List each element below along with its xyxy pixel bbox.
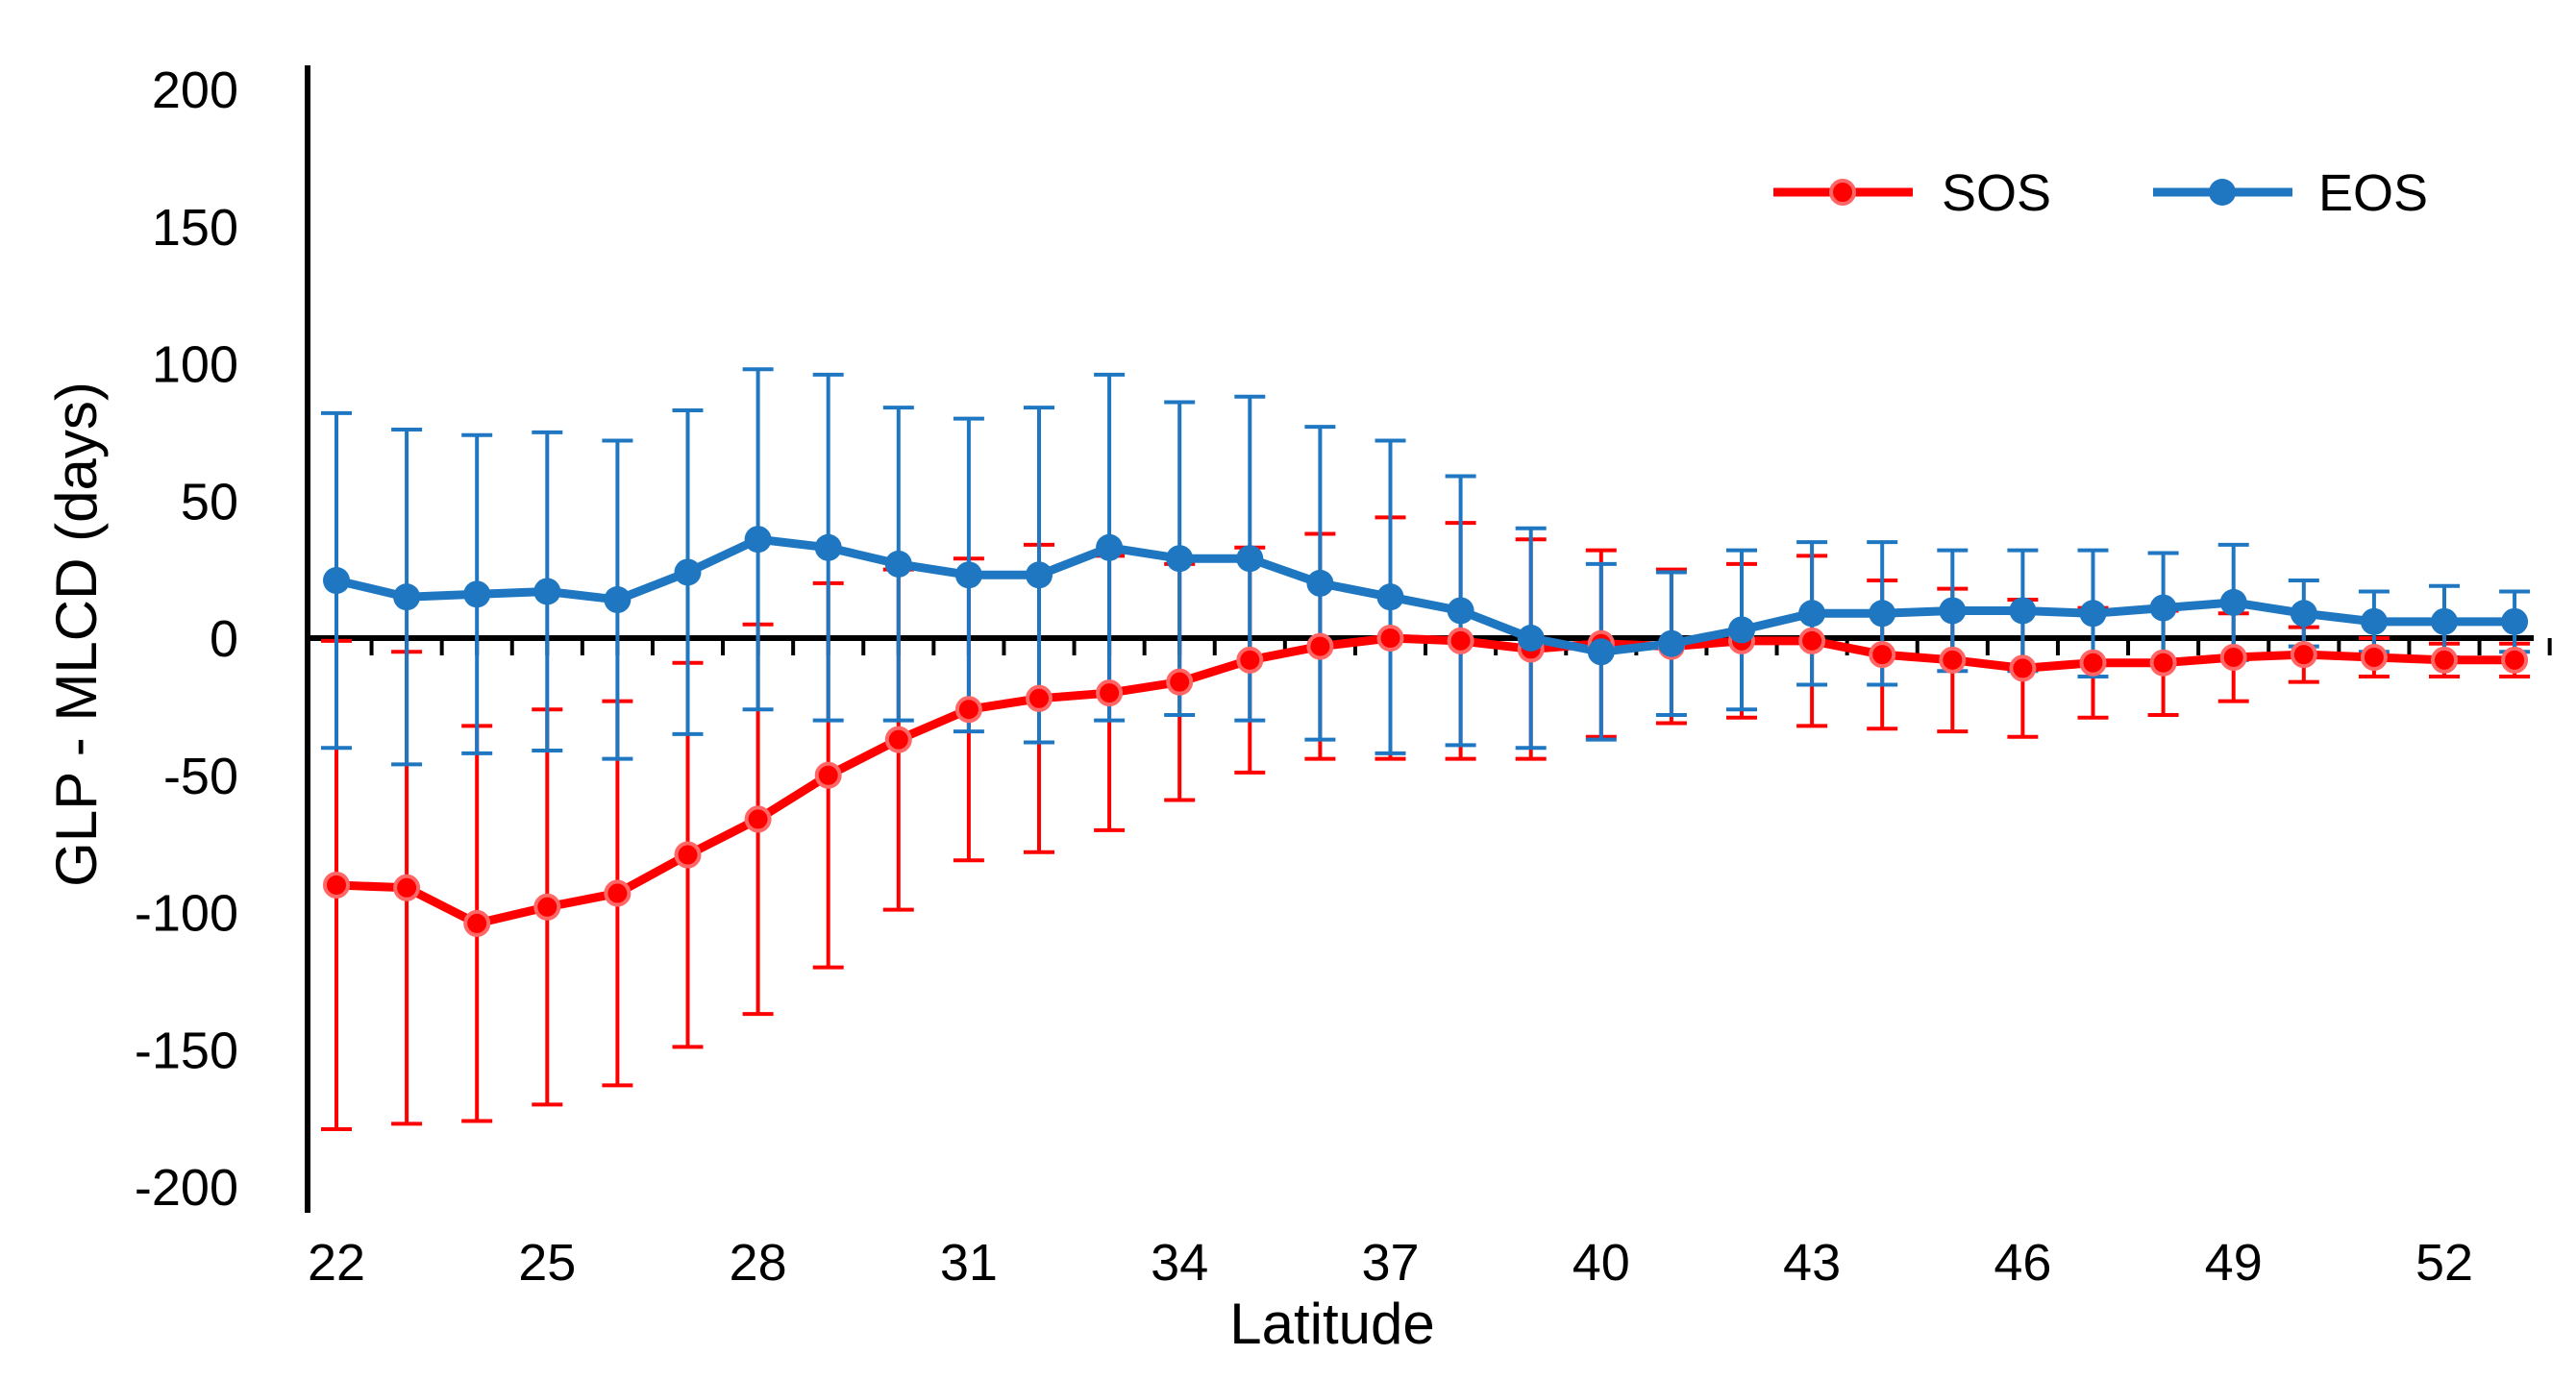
sos-point [1376,625,1404,652]
sos-point [1236,646,1264,674]
sos-point [2290,641,2317,669]
eos-point [674,558,702,586]
legend-sos-marker [1829,179,1856,206]
y-axis-title: GLP - MLCD (days) [44,382,109,887]
sos-point [884,726,912,753]
eos-point [2290,600,2317,628]
eos-point [604,586,632,614]
sos-point [1026,684,1053,712]
sos-point [533,893,561,921]
sos-point [744,805,772,833]
x-tick-label: 22 [308,1234,365,1292]
eos-point [1517,625,1545,652]
sos-point [2079,649,2107,677]
eos-point [2149,594,2177,622]
legend: SOS EOS [1773,164,2428,222]
eos-point [1587,638,1615,666]
x-tick-label: 25 [518,1234,576,1292]
sos-point [463,909,491,937]
y-tick-label: -100 [135,885,238,943]
eos-point [814,533,842,561]
sos-point [1869,641,1896,669]
eos-point [1166,545,1194,573]
eos-point [2431,607,2458,635]
eos-point [2079,600,2107,628]
y-tick-label: 50 [181,473,238,530]
sos-point [1306,632,1334,660]
sos-point [1798,627,1826,654]
x-tick-label: 34 [1151,1234,1208,1292]
eos-point [533,578,561,605]
sos-point [2149,649,2177,677]
tick-labels: 200 150 100 50 0 -50 -100 -150 -200 22 25 28 31 34 37 4… [135,62,2473,1292]
y-tick-label: 150 [152,199,238,257]
sos-point [1939,646,1967,674]
sos-point [1447,627,1474,654]
eos-point [1026,561,1053,589]
sos-point [2009,654,2037,682]
sos-point [2501,646,2529,674]
x-tick-label: 46 [1994,1234,2051,1292]
x-tick-label: 40 [1573,1234,1630,1292]
sos-point [1096,679,1124,707]
eos-point [323,567,350,595]
legend-eos-marker [2209,179,2236,206]
sos-point [2360,643,2388,671]
sos-point [2431,646,2458,674]
sos-point [814,761,842,789]
eos-point [884,550,912,578]
sos-point [1166,668,1194,696]
x-tick-label: 49 [2205,1234,2263,1292]
eos-point [2360,607,2388,635]
x-tick-label: 43 [1783,1234,1841,1292]
legend-sos-label: SOS [1942,164,2051,222]
eos-point [1236,545,1264,573]
eos-point [1096,533,1124,561]
sos-series-line [335,633,2515,928]
eos-point [2219,588,2247,616]
eos-point [2009,597,2037,625]
sos-point [954,696,982,724]
eos-point [2501,607,2529,635]
y-tick-label: 100 [152,336,238,394]
sos-point [2219,643,2247,671]
x-tick-label: 52 [2415,1234,2473,1292]
y-tick-label: -50 [163,748,238,805]
eos-point [1869,600,1896,628]
eos-point [744,526,772,554]
eos-point [1939,597,1967,625]
series-lines [334,534,2515,928]
eos-point [1657,629,1685,657]
eos-point [393,583,421,611]
eos-point [1376,583,1404,611]
y-tick-label: 0 [210,610,238,668]
sos-point [393,874,421,901]
eos-series-line [334,534,2515,656]
series-points [323,526,2529,937]
eos-point [1447,597,1474,625]
eos-point [463,580,491,608]
eos-point [1728,616,1755,644]
sos-point [674,841,702,869]
error-bars [321,367,2531,1132]
y-tick-label: 200 [152,62,238,119]
x-tick-label: 28 [730,1234,787,1292]
y-tick-label: -200 [135,1159,238,1217]
eos-point [1798,600,1826,628]
sos-point [604,879,632,907]
x-axis-title: Latitude [1229,1292,1435,1356]
y-tick-label: -150 [135,1022,238,1079]
x-tick-label: 37 [1361,1234,1419,1292]
sos-point [323,871,350,899]
legend-eos-label: EOS [2318,164,2428,222]
eos-point [1306,569,1334,597]
x-tick-label: 31 [940,1234,998,1292]
eos-point [954,561,982,589]
